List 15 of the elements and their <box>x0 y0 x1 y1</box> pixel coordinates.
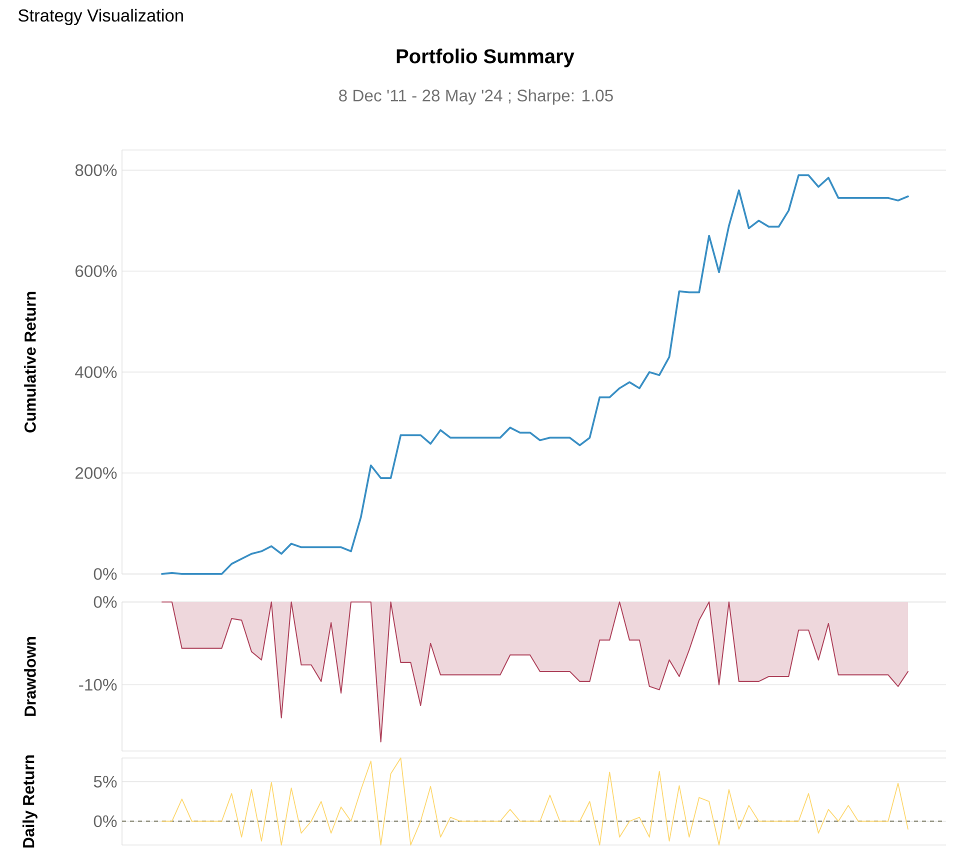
y-tick-label: 600% <box>76 265 117 278</box>
y-axis-title: Daily Return <box>22 755 38 848</box>
text: Strategy Visualization <box>18 8 183 26</box>
y-tick-label: -10% <box>79 678 117 691</box>
y-tick-label: 200% <box>76 467 117 479</box>
y-axis-title: Cumulative Return <box>24 292 36 432</box>
y-tick-label: 5% <box>94 776 117 788</box>
y-tick-label: 800% <box>75 164 117 176</box>
y-tick-label: 400% <box>75 366 117 378</box>
y-tick-label: 0% <box>94 815 117 828</box>
y-tick-label: 0% <box>94 596 117 608</box>
y-tick-label: 0% <box>94 568 117 580</box>
chart-subtitle: 8 Dec '11 - 28 May '24 ; Sharpe: 1.05 <box>339 89 613 105</box>
chart-title: Portfolio Summary <box>396 48 574 68</box>
y-axis-title: Drawdown <box>24 637 36 716</box>
